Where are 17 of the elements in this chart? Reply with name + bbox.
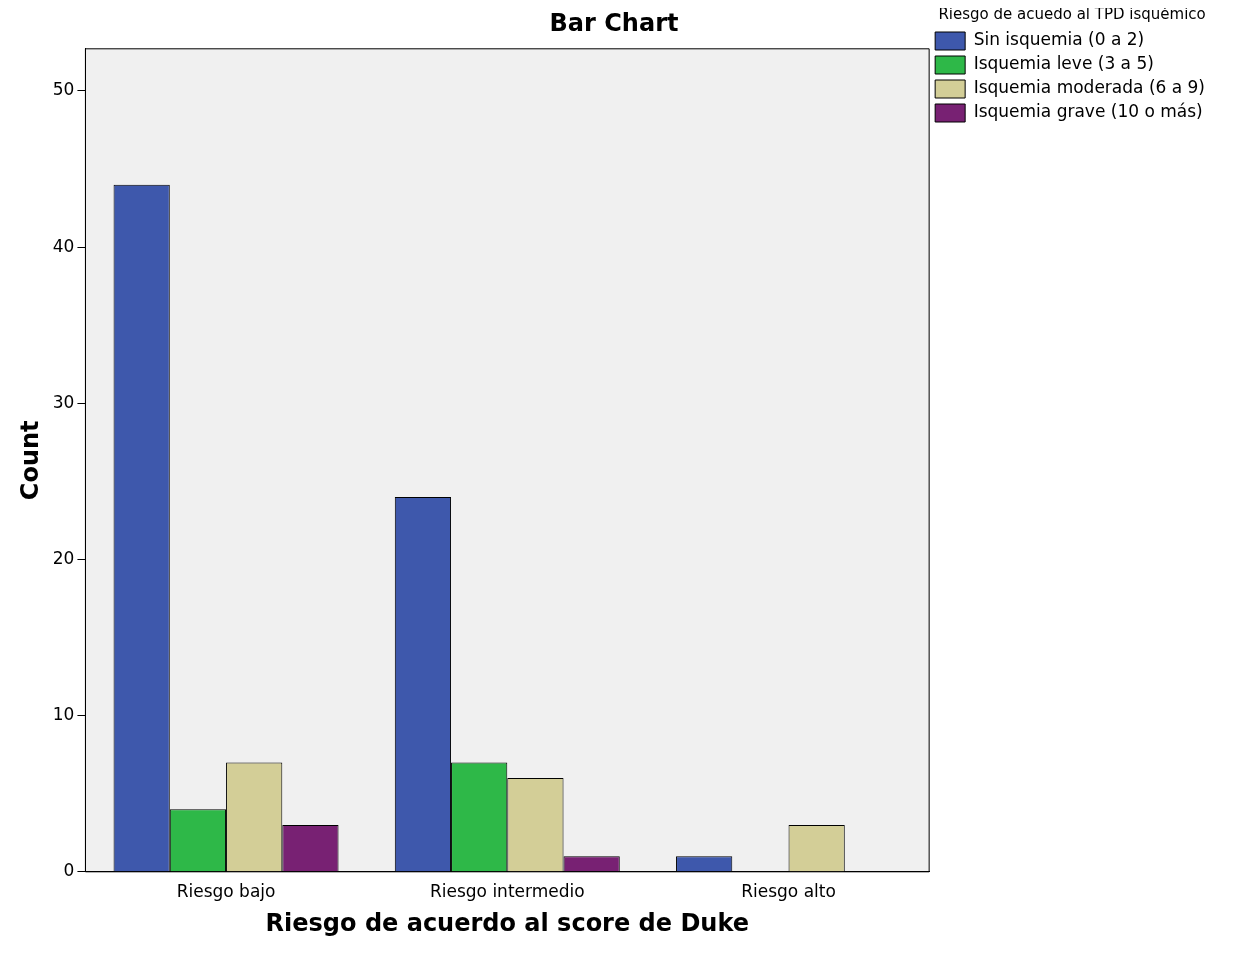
legend-label: Isquemia leve (3 a 5)	[973, 53, 1154, 74]
x-tick-label: Riesgo alto	[741, 881, 836, 902]
legend-label: Sin isquemia (0 a 2)	[973, 29, 1145, 50]
legend-label: Isquemia grave (10 o más)	[973, 101, 1203, 122]
y-tick-label: 40	[52, 235, 75, 256]
y-axis-title: Count	[15, 420, 44, 501]
x-tick-label: Riesgo intermedio	[429, 881, 585, 902]
y-tick-label: 10	[52, 704, 75, 725]
chart-title: Bar Chart	[549, 8, 679, 37]
y-tick-label: 30	[52, 391, 75, 412]
y-tick-label: 0	[63, 860, 75, 881]
x-axis-title: Riesgo de acuerdo al score de Duke	[265, 908, 749, 937]
legend-label: Isquemia moderada (6 a 9)	[973, 77, 1206, 98]
y-tick-label: 20	[52, 547, 75, 568]
y-tick-label: 50	[52, 79, 75, 100]
x-tick-label: Riesgo bajo	[176, 881, 276, 902]
legend-title: Riesgo de acuedo al TPD isquémico	[938, 5, 1206, 24]
